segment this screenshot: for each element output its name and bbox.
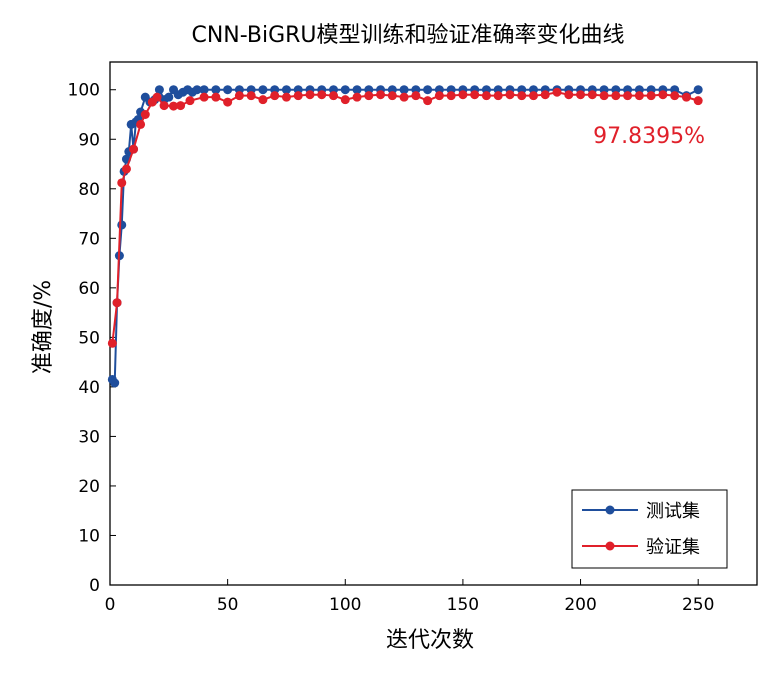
marker (364, 91, 374, 101)
y-tick-label: 100 (68, 81, 100, 101)
y-tick-label: 50 (78, 328, 100, 348)
marker (223, 85, 233, 95)
y-tick-label: 20 (78, 477, 100, 497)
marker (670, 91, 680, 101)
x-axis-label: 迭代次数 (386, 628, 474, 653)
legend-label: 测试集 (646, 501, 700, 522)
x-tick-label: 50 (217, 595, 239, 615)
marker (399, 85, 409, 95)
y-tick-label: 80 (78, 180, 100, 200)
x-tick-label: 0 (105, 595, 116, 615)
marker (458, 90, 468, 100)
marker (387, 91, 397, 101)
marker (352, 92, 362, 102)
marker (121, 164, 131, 174)
marker (693, 96, 703, 106)
marker (154, 85, 164, 95)
marker (340, 95, 350, 105)
marker (411, 91, 421, 101)
marker (340, 85, 350, 95)
y-tick-label: 90 (78, 130, 100, 150)
marker (152, 92, 162, 102)
chart-title: CNN-BiGRU模型训练和验证准确率变化曲线 (191, 23, 624, 48)
marker (117, 178, 127, 188)
x-tick-label: 200 (564, 595, 596, 615)
marker (234, 91, 244, 101)
marker (517, 91, 527, 101)
marker (110, 378, 120, 388)
marker (493, 91, 503, 101)
marker (399, 92, 409, 102)
x-tick-label: 100 (329, 595, 361, 615)
marker (423, 85, 433, 95)
y-tick-label: 30 (78, 427, 100, 447)
marker (646, 91, 656, 101)
annotation: 97.8395% (593, 124, 705, 149)
y-tick-label: 70 (78, 229, 100, 249)
y-tick-label: 40 (78, 378, 100, 398)
marker (423, 96, 433, 106)
marker (658, 90, 668, 100)
marker (107, 338, 117, 348)
marker (169, 101, 179, 111)
marker (129, 144, 139, 154)
y-tick-label: 60 (78, 279, 100, 299)
marker (185, 96, 195, 106)
marker (470, 90, 480, 100)
marker (281, 85, 291, 95)
plot-frame (109, 61, 758, 586)
marker (552, 87, 562, 97)
marker (611, 91, 621, 101)
marker (223, 97, 233, 107)
marker (211, 85, 221, 95)
marker (576, 90, 586, 100)
marker (246, 91, 256, 101)
y-tick-label: 0 (89, 576, 100, 596)
marker (164, 92, 174, 102)
marker (136, 119, 146, 129)
marker (434, 91, 444, 101)
marker (446, 91, 456, 101)
marker (528, 91, 538, 101)
marker (211, 92, 221, 102)
marker (192, 85, 202, 95)
marker (258, 95, 268, 105)
marker (140, 109, 150, 119)
marker (317, 90, 327, 100)
marker (540, 90, 550, 100)
marker (329, 91, 339, 101)
marker (159, 101, 169, 111)
x-tick-label: 150 (447, 595, 479, 615)
marker (599, 91, 609, 101)
marker (376, 90, 386, 100)
marker (176, 101, 186, 111)
marker (481, 91, 491, 101)
marker (623, 91, 633, 101)
marker (199, 92, 209, 102)
marker (199, 85, 209, 95)
marker (693, 85, 703, 95)
x-tick-label: 250 (682, 595, 714, 615)
legend-box (571, 489, 728, 569)
marker (117, 220, 127, 230)
legend-label: 验证集 (646, 537, 700, 558)
legend-marker (605, 505, 615, 515)
y-axis-label: 准确度/% (31, 280, 56, 374)
marker (281, 92, 291, 102)
y-tick-label: 10 (78, 526, 100, 546)
marker (681, 92, 691, 102)
marker (293, 91, 303, 101)
marker (270, 91, 280, 101)
marker (587, 90, 597, 100)
marker (112, 298, 122, 308)
marker (352, 85, 362, 95)
marker (505, 90, 515, 100)
legend-marker (605, 541, 615, 551)
marker (258, 85, 268, 95)
marker (634, 91, 644, 101)
marker (305, 90, 315, 100)
marker (564, 90, 574, 100)
